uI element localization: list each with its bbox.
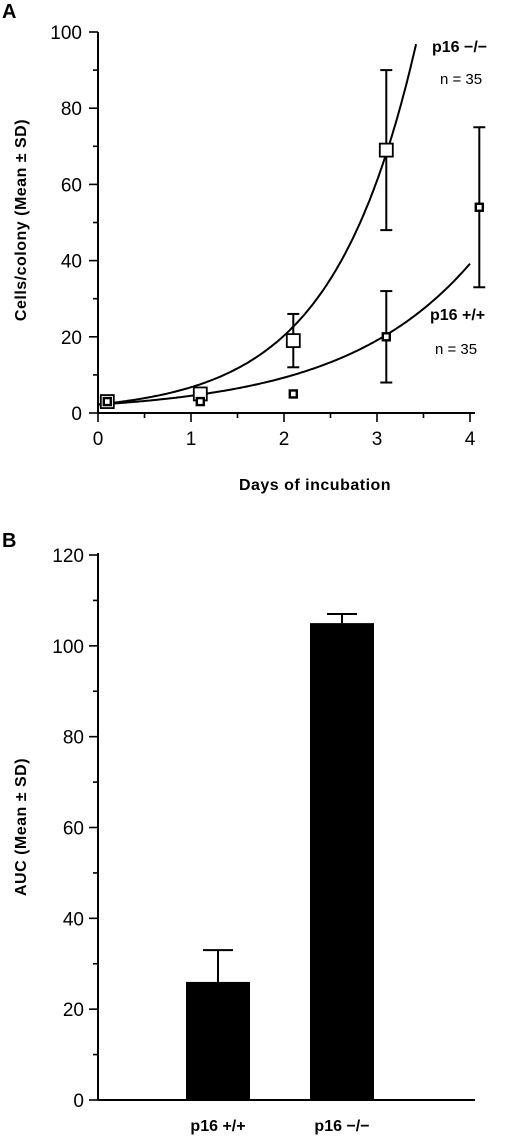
bar-p16: [310, 623, 374, 1100]
y-tick-label: 20: [63, 1000, 84, 1021]
y-tick-label: 20: [61, 328, 82, 349]
fit-curve-p16: [97, 43, 418, 406]
category-label: p16 +/+: [190, 1118, 245, 1135]
series-label-p16-wt: p16 +/+: [430, 307, 485, 324]
y-tick-label: 60: [63, 819, 84, 840]
data-point-p16: [381, 332, 391, 342]
category-label: p16 −/−: [314, 1118, 369, 1135]
x-tick-label: 2: [279, 429, 290, 450]
panel-b-letter: B: [2, 530, 16, 552]
panel-a-x-axis-title: Days of incubation: [239, 477, 391, 494]
panel-b-chart: B AUC (Mean ± SD) 0 20 40 60 80 100 120 p16 +/…: [2, 530, 475, 1135]
y-tick-label: 40: [61, 252, 82, 273]
y-tick-label: 100: [52, 637, 84, 658]
n-label-p16-ko: n = 35: [440, 71, 482, 88]
y-tick-label: 0: [71, 404, 82, 425]
data-point-p16: [378, 142, 394, 158]
y-tick-label: 120: [52, 546, 84, 567]
y-tick-label: 60: [61, 175, 82, 196]
data-point-p16: [288, 389, 298, 399]
series-label-p16-ko: p16 −/−: [432, 39, 487, 56]
panel-a-chart: A Cells/colony (Mean ± SD) Days of incub…: [2, 1, 487, 494]
panel-a-letter: A: [2, 1, 16, 23]
y-tick-label: 80: [63, 728, 84, 749]
bar-p16: [186, 981, 250, 1100]
y-tick-label: 0: [73, 1091, 84, 1112]
y-tick-label: 80: [61, 99, 82, 120]
data-point-p16: [285, 333, 301, 349]
panel-a-y-axis-title: Cells/colony (Mean ± SD): [13, 119, 30, 321]
fit-curve-p16: [97, 263, 471, 406]
x-tick-label: 1: [186, 429, 197, 450]
x-tick-label: 4: [465, 429, 476, 450]
data-point-p16: [102, 396, 113, 407]
data-point-p16: [195, 396, 206, 407]
x-tick-label: 0: [93, 429, 104, 450]
panel-b-y-axis-title: AUC (Mean ± SD): [13, 758, 30, 896]
n-label-p16-wt: n = 35: [435, 341, 477, 358]
y-tick-label: 40: [63, 909, 84, 930]
data-point-p16: [474, 202, 484, 212]
y-tick-label: 100: [50, 23, 82, 44]
x-tick-label: 3: [372, 429, 383, 450]
